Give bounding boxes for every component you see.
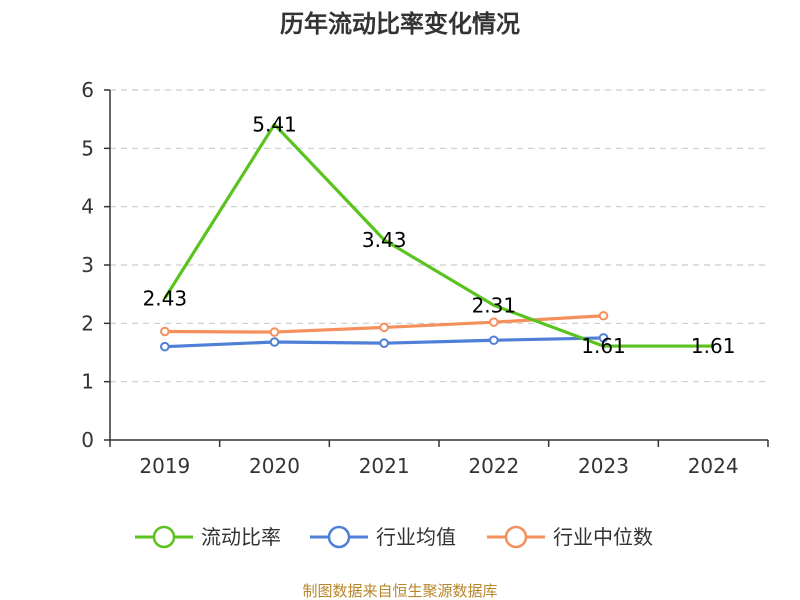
series-1-point[interactable] (269, 337, 280, 347)
series-line-0 (163, 122, 714, 348)
legend-swatch-marker (504, 525, 528, 549)
data-label: 3.43 (362, 228, 407, 252)
x-tick-label-2023: 2023 (578, 454, 629, 478)
legend[interactable]: 流动比率 行业均值 行业中位数 (135, 525, 653, 549)
legend-swatch-marker (327, 525, 351, 549)
legend-label: 行业均值 (376, 525, 456, 549)
y-tick-label: 4 (81, 195, 94, 219)
chart-title: 历年流动比率变化情况 (280, 10, 520, 38)
x-tick-label-2019: 2019 (139, 454, 190, 478)
data-label: 1.61 (581, 334, 626, 358)
x-tick-label-2021: 2021 (359, 454, 410, 478)
series-2-point[interactable] (160, 326, 170, 337)
series-2-point[interactable] (269, 327, 280, 337)
legend-label: 行业中位数 (553, 525, 653, 549)
source-note: 制图数据来自恒生聚源数据库 (302, 582, 497, 600)
axes: 0 1 2 3 4 5 6 2019 2020 2021 2022 2023 2024 (81, 78, 769, 478)
x-tick-label-2024: 2024 (688, 454, 739, 478)
series-1-point[interactable] (489, 335, 499, 346)
legend-item-1[interactable]: 行业均值 (310, 525, 456, 549)
x-tick-label-2022: 2022 (468, 454, 519, 478)
legend-item-0[interactable]: 流动比率 (135, 525, 281, 549)
data-label: 1.61 (691, 334, 736, 358)
x-tick-label-2020: 2020 (249, 454, 300, 478)
y-tick-label: 1 (81, 370, 94, 394)
series-1-point[interactable] (379, 338, 389, 348)
series-1-point[interactable] (598, 333, 609, 343)
series-1-point[interactable] (160, 341, 170, 352)
grid (110, 89, 768, 383)
y-tick-label: 6 (81, 78, 94, 102)
data-label: 2.43 (143, 286, 188, 310)
legend-label: 流动比率 (201, 525, 281, 549)
y-tick-label: 5 (81, 136, 94, 160)
data-label: 2.31 (472, 293, 517, 317)
series-2-point[interactable] (379, 322, 389, 333)
series-2-point[interactable] (598, 310, 609, 321)
series-2-point[interactable] (489, 317, 499, 327)
series-layer (160, 122, 714, 352)
y-tick-label: 0 (81, 428, 94, 452)
y-tick-label: 2 (81, 311, 94, 335)
y-tick-label: 3 (81, 253, 94, 277)
legend-swatch-marker (152, 525, 176, 549)
data-labels: 2.43 5.41 3.43 2.31 1.61 1.61 (143, 112, 736, 358)
data-label: 5.41 (252, 112, 297, 136)
legend-item-2[interactable]: 行业中位数 (487, 525, 653, 549)
